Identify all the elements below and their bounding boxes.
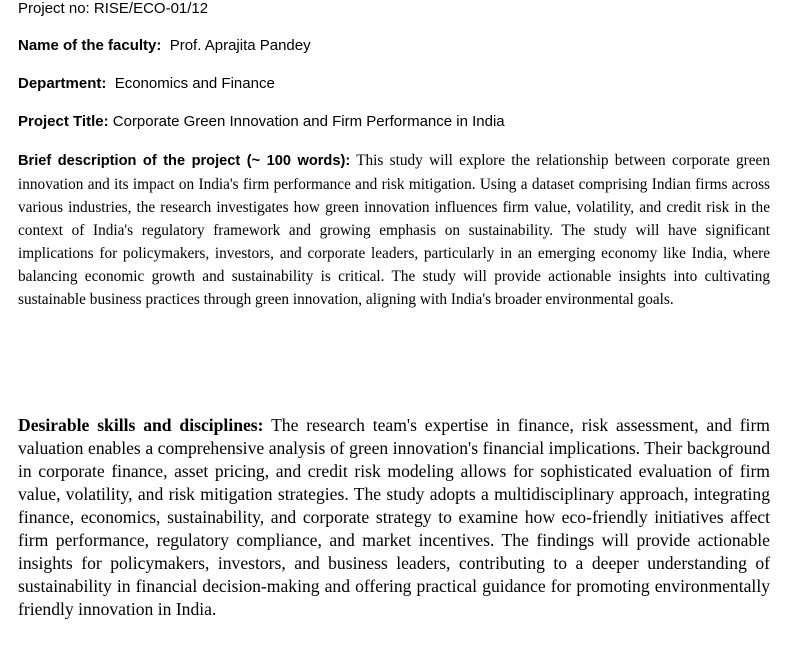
department-field: Department: Economics and Finance [18,75,275,93]
project-title-value: Corporate Green Innovation and Firm Perf… [112,113,505,130]
faculty-value: Prof. Aprajita Pandey [169,37,311,54]
brief-description-paragraph: Brief description of the project (~ 100 … [18,149,770,311]
faculty-field: Name of the faculty: Prof. Aprajita Pand… [18,37,311,55]
department-value: Economics and Finance [114,75,275,92]
project-title-label: Project Title: [18,113,109,130]
faculty-label: Name of the faculty: [18,37,162,54]
desirable-skills-label: Desirable skills and disciplines: [18,415,264,435]
desirable-skills-text: The research team's expertise in finance… [18,415,770,619]
project-number-value: RISE/ECO-01/12 [93,0,209,17]
project-number-label: Project no: [18,0,90,17]
project-number-field: Project no: RISE/ECO-01/12 [18,0,208,18]
department-label: Department: [18,75,107,92]
desirable-skills-paragraph: Desirable skills and disciplines: The re… [18,414,770,621]
project-title-field: Project Title: Corporate Green Innovatio… [18,113,505,131]
brief-description-label: Brief description of the project (~ 100 … [18,153,351,169]
brief-description-text: This study will explore the relationship… [18,152,770,308]
